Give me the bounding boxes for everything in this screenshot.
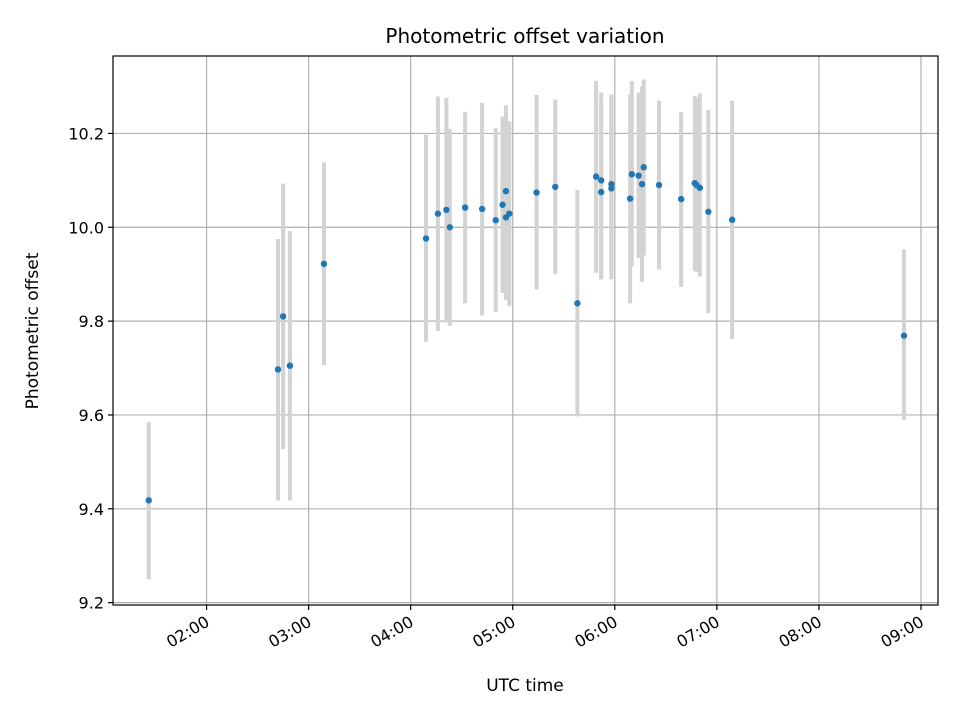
data-point xyxy=(502,187,510,195)
y-tick-label: 9.2 xyxy=(79,594,104,613)
data-point xyxy=(286,362,294,369)
data-point xyxy=(635,172,642,179)
data-point xyxy=(640,164,647,171)
y-axis-title: Photometric offset xyxy=(23,252,43,409)
data-points xyxy=(145,164,908,504)
y-tick-label: 9.6 xyxy=(79,406,104,425)
data-point xyxy=(592,173,600,180)
data-point xyxy=(499,201,506,208)
grid xyxy=(113,56,938,605)
data-point xyxy=(492,217,499,224)
data-point xyxy=(597,188,605,196)
data-point xyxy=(574,300,581,307)
data-point xyxy=(655,181,663,189)
data-point xyxy=(696,184,704,192)
data-point xyxy=(506,210,513,217)
data-point xyxy=(626,195,634,202)
data-point xyxy=(320,260,328,268)
plot-frame xyxy=(112,55,939,606)
data-point xyxy=(478,205,486,213)
data-point xyxy=(145,497,152,504)
data-point xyxy=(608,185,615,192)
data-point xyxy=(422,235,430,242)
data-point xyxy=(628,171,636,178)
data-point xyxy=(274,366,282,373)
data-point xyxy=(728,216,736,223)
data-point xyxy=(443,206,450,214)
y-tick-label: 9.4 xyxy=(79,500,104,519)
data-point xyxy=(552,183,559,191)
data-point xyxy=(705,208,712,215)
data-point xyxy=(677,195,685,203)
data-point xyxy=(434,210,442,217)
data-point xyxy=(638,180,646,188)
y-tick-label: 10.0 xyxy=(68,218,104,237)
x-axis-title: UTC time xyxy=(486,676,564,696)
y-tick-label: 9.8 xyxy=(79,312,104,331)
data-point xyxy=(597,177,605,184)
data-point xyxy=(461,204,469,211)
data-point xyxy=(279,313,287,320)
y-tick-label: 10.2 xyxy=(68,124,104,143)
data-point xyxy=(900,332,908,339)
data-point xyxy=(533,189,540,196)
chart-title: Photometric offset variation xyxy=(385,24,664,48)
data-point xyxy=(446,224,454,231)
